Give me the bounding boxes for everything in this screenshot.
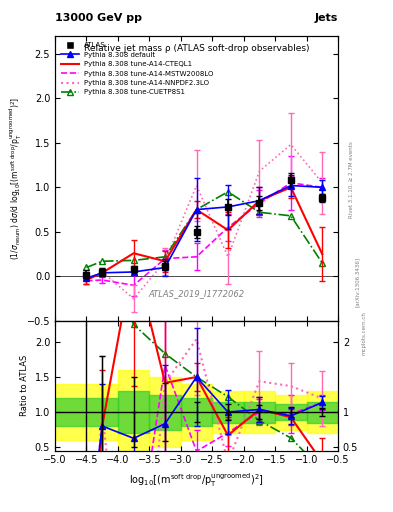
Text: 13000 GeV pp: 13000 GeV pp <box>55 13 142 23</box>
Legend: ATLAS, Pythia 8.308 default, Pythia 8.308 tune-A14-CTEQL1, Pythia 8.308 tune-A14: ATLAS, Pythia 8.308 default, Pythia 8.30… <box>59 39 216 98</box>
Text: Rivet 3.1.10, ≥ 2.7M events: Rivet 3.1.10, ≥ 2.7M events <box>349 141 354 218</box>
Text: [arXiv:1306.3436]: [arXiv:1306.3436] <box>355 257 360 307</box>
Text: Relative jet mass ρ (ATLAS soft-drop observables): Relative jet mass ρ (ATLAS soft-drop obs… <box>84 45 309 53</box>
Y-axis label: $(1/\sigma_{\rm resum})$ d$\sigma$/d log$_{10}$[(m$^{\rm soft\ drop}$/p$_{\rm T}: $(1/\sigma_{\rm resum})$ d$\sigma$/d log… <box>8 97 24 260</box>
Y-axis label: Ratio to ATLAS: Ratio to ATLAS <box>20 355 29 416</box>
Text: Jets: Jets <box>315 13 338 23</box>
Text: ATLAS_2019_I1772062: ATLAS_2019_I1772062 <box>149 289 244 298</box>
Text: mcplots.cern.ch: mcplots.cern.ch <box>361 311 366 355</box>
X-axis label: log$_{10}$[(m$^{\rm soft\ drop}$/p$_{\rm T}^{\rm ungroomed}$)$^2$]: log$_{10}$[(m$^{\rm soft\ drop}$/p$_{\rm… <box>129 471 264 489</box>
